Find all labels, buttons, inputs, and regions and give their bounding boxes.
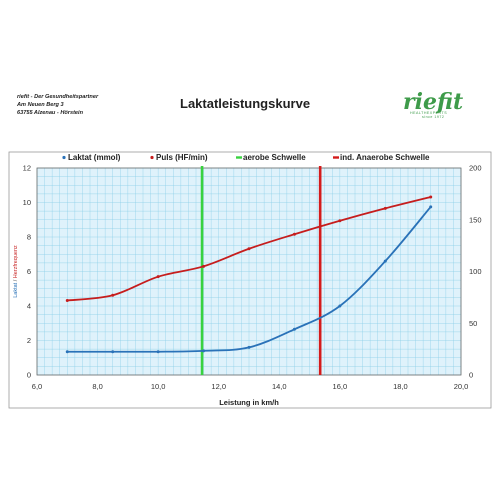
address-line-street: Am Neuen Berg 3 bbox=[17, 102, 64, 109]
laktat-point bbox=[65, 350, 69, 354]
legend-label-aerobe: aerobe Schwelle bbox=[243, 153, 306, 162]
laktat-point bbox=[202, 349, 206, 353]
laktat-point bbox=[383, 259, 387, 263]
y-left-tick-label: 2 bbox=[27, 336, 31, 345]
y-left-tick-label: 0 bbox=[27, 371, 31, 380]
y-left-tick-label: 12 bbox=[23, 164, 31, 173]
x-tick-label: 6,0 bbox=[32, 382, 42, 391]
puls-point bbox=[292, 232, 296, 236]
y-axis-title: Laktat / Herzfrequenz bbox=[13, 245, 19, 298]
x-tick-label: 20,0 bbox=[454, 382, 469, 391]
y-axis-title-laktat: Laktat bbox=[13, 281, 19, 298]
legend-label-puls: Puls (HF/min) bbox=[156, 153, 208, 162]
legend-marker-laktat bbox=[62, 155, 66, 160]
x-tick-label: 18,0 bbox=[393, 382, 408, 391]
x-tick-label: 10,0 bbox=[151, 382, 166, 391]
x-tick-label: 12,0 bbox=[211, 382, 226, 391]
y-right-tick-label: 150 bbox=[469, 215, 482, 224]
x-tick-label: 16,0 bbox=[333, 382, 348, 391]
puls-point bbox=[202, 264, 206, 268]
y-right-tick-label: 50 bbox=[469, 319, 477, 328]
logo-tagline: HEALTHEXPERTS bbox=[410, 111, 447, 115]
address-line-company: riefit - Der Gesundheitspartner bbox=[17, 94, 99, 100]
y-left-tick-label: 6 bbox=[27, 267, 31, 276]
puls-point bbox=[111, 293, 115, 297]
puls-point bbox=[247, 247, 251, 251]
laktat-point bbox=[338, 304, 342, 308]
plot-border bbox=[36, 167, 462, 376]
logo-since: since 1972 bbox=[422, 115, 444, 119]
puls-point bbox=[383, 206, 387, 210]
y-right-tick-label: 100 bbox=[469, 267, 482, 276]
puls-point bbox=[429, 195, 433, 199]
x-tick-label: 8,0 bbox=[92, 382, 102, 391]
y-right-tick-label: 200 bbox=[469, 164, 482, 173]
y-left-tick-label: 8 bbox=[27, 233, 31, 242]
legend-label-laktat: Laktat (mmol) bbox=[68, 153, 121, 162]
y-axis-title-herzfrequenz: Herzfrequenz bbox=[13, 245, 19, 278]
laktat-point bbox=[292, 327, 296, 331]
y-left-tick-label: 4 bbox=[27, 302, 31, 311]
puls-point bbox=[338, 219, 342, 223]
laktat-point bbox=[156, 350, 160, 354]
x-axis-title: Leistung in km/h bbox=[219, 398, 279, 407]
riefit-logo: riefit HEALTHEXPERTS since 1972 bbox=[403, 89, 463, 119]
page-title: Laktatleistungskurve bbox=[180, 96, 311, 111]
y-left-tick-label: 10 bbox=[23, 198, 31, 207]
address-line-city: 63755 Alzenau - Hörstein bbox=[17, 110, 84, 117]
y-right-tick-label: 0 bbox=[469, 371, 473, 380]
logo-word: riefit bbox=[403, 89, 463, 115]
puls-point bbox=[156, 275, 160, 279]
laktat-point bbox=[247, 345, 251, 349]
legend-label-anaerobe: ind. Anaerobe Schwelle bbox=[340, 153, 430, 162]
y-axis-title-separator: / bbox=[13, 278, 19, 281]
laktat-point bbox=[111, 350, 115, 354]
laktat-point bbox=[429, 205, 433, 209]
x-tick-label: 14,0 bbox=[272, 382, 287, 391]
legend-marker-puls bbox=[150, 155, 154, 160]
puls-point bbox=[65, 298, 69, 302]
address-block: riefit - Der Gesundheitspartner Am Neuen… bbox=[17, 93, 98, 118]
